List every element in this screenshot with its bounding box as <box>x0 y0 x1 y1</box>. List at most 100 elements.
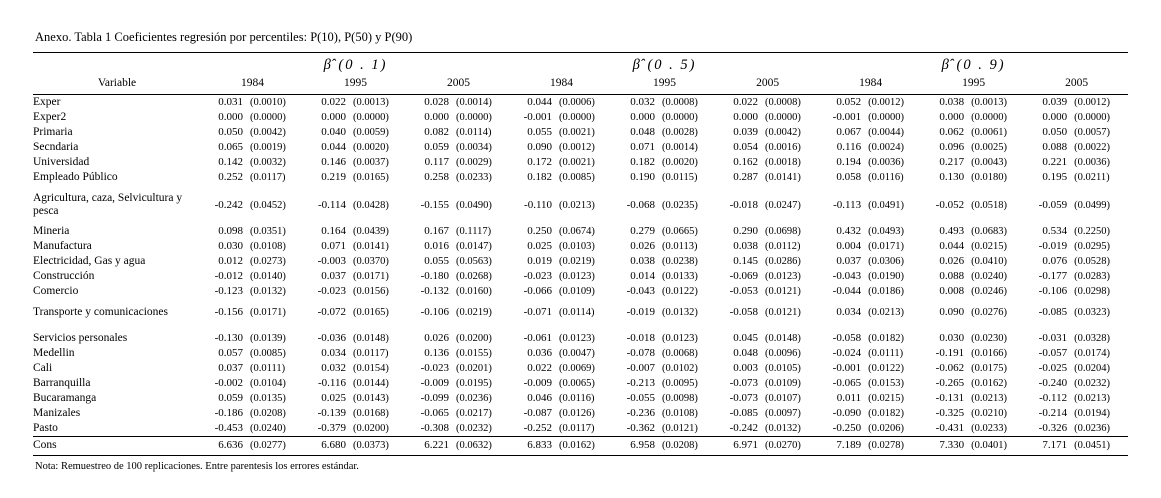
stderr-cell: (0.0013) <box>353 97 389 108</box>
year-header: 1995 <box>613 75 717 95</box>
stderr-cell: (0.0186) <box>868 286 904 297</box>
coefficient-cell: 0.221 <box>1042 156 1068 168</box>
stderr-cell: (0.0042) <box>250 127 286 138</box>
coefficient-cell: -0.062 <box>935 362 965 374</box>
stderr-cell: (0.0632) <box>449 436 511 456</box>
coefficient-cell: -0.023 <box>523 270 553 282</box>
stderr-cell: (0.0000) <box>456 112 492 123</box>
coefficient-cell: 0.036 <box>527 347 553 359</box>
stderr-cell: (0.0165) <box>353 307 389 318</box>
stderr-cell: (0.0029) <box>456 157 492 168</box>
coefficient-cell: -0.180 <box>420 270 449 282</box>
table-row: Primaria 0.050 (0.0042) 0.040 (0.0059) 0.082 (… <box>33 125 1128 140</box>
coefficient-cell: -0.073 <box>729 377 759 389</box>
stderr-cell: (0.0236) <box>1074 423 1110 434</box>
stderr-cell: (0.0098) <box>662 393 698 404</box>
stderr-cell: (0.0370) <box>353 256 389 267</box>
stderr-cell: (0.0401) <box>964 436 1026 456</box>
coefficient-cell: -0.058 <box>729 306 759 318</box>
stderr-cell: (0.0165) <box>353 172 389 183</box>
coefficient-cell: -0.071 <box>523 306 553 318</box>
stderr-cell: (0.0018) <box>765 157 801 168</box>
coefficient-cell: 0.058 <box>836 171 862 183</box>
coefficient-cell: 0.098 <box>218 225 243 237</box>
coefficient-cell: -0.007 <box>626 362 656 374</box>
stderr-cell: (0.0116) <box>868 172 904 183</box>
stderr-cell: (0.0175) <box>971 363 1007 374</box>
stderr-cell: (0.0491) <box>868 199 904 211</box>
coefficient-cell: 0.172 <box>527 156 553 168</box>
coefficient-cell: 0.030 <box>939 332 965 344</box>
stderr-cell: (0.0121) <box>765 307 801 318</box>
coefficient-cell: -0.112 <box>1039 392 1068 404</box>
coefficient-cell: -0.059 <box>1038 198 1068 211</box>
coefficient-cell: -0.018 <box>729 198 759 211</box>
stderr-cell: (0.0452) <box>250 199 286 211</box>
coefficient-cell: 0.059 <box>218 392 243 404</box>
stderr-cell: (0.0123) <box>559 333 595 344</box>
coefficient-cell: 0.088 <box>939 270 965 282</box>
stderr-cell: (0.0171) <box>250 307 286 318</box>
coefficient-cell: 0.071 <box>321 240 346 252</box>
stderr-cell: (0.0276) <box>971 307 1007 318</box>
stderr-cell: (0.0219) <box>456 307 492 318</box>
stderr-cell: (0.0113) <box>662 241 698 252</box>
percentile-group-header: β̂ (0 . 9) <box>819 52 1129 75</box>
stderr-cell: (0.0144) <box>353 378 389 389</box>
stderr-cell: (0.0240) <box>250 423 286 434</box>
coefficient-cell: 0.057 <box>218 347 243 359</box>
stderr-cell: (0.0200) <box>456 333 492 344</box>
stderr-cell: (0.0034) <box>456 142 492 153</box>
coefficient-cell: -0.252 <box>523 422 553 434</box>
stderr-cell: (0.0022) <box>1074 142 1110 153</box>
coefficient-cell: -0.236 <box>626 407 656 419</box>
stderr-cell: (0.0013) <box>971 97 1007 108</box>
stderr-cell: (0.0012) <box>559 142 595 153</box>
coefficient-cell: 0.076 <box>1042 255 1068 267</box>
stderr-cell: (0.0108) <box>662 408 698 419</box>
coefficient-cell: 0.030 <box>218 240 243 252</box>
stderr-cell: (0.0665) <box>662 226 698 237</box>
table-row: Exper 0.031 (0.0010) 0.022 (0.0013) 0.028 (0.0… <box>33 95 1128 111</box>
coefficient-cell: 0.067 <box>836 126 862 138</box>
coefficient-cell: -0.191 <box>935 347 965 359</box>
year-header: 1984 <box>819 75 923 95</box>
stderr-cell: (0.0105) <box>765 363 801 374</box>
coefficient-cell: -0.085 <box>729 407 759 419</box>
stderr-cell: (0.0061) <box>971 127 1007 138</box>
coefficient-cell: -0.057 <box>1038 347 1068 359</box>
stderr-cell: (0.0042) <box>765 127 801 138</box>
coefficient-cell: 0.252 <box>218 171 243 183</box>
coefficient-cell: 0.190 <box>630 171 656 183</box>
coefficient-cell: 0.034 <box>836 306 862 318</box>
coefficient-cell: 0.117 <box>424 156 449 168</box>
stderr-cell: (0.0162) <box>971 378 1007 389</box>
stderr-cell: (0.0043) <box>971 157 1007 168</box>
coefficient-cell: -0.265 <box>935 377 965 389</box>
coefficient-cell: 6.833 <box>510 436 553 456</box>
coefficient-cell: 0.062 <box>939 126 965 138</box>
stderr-cell: (0.0204) <box>1074 363 1110 374</box>
stderr-cell: (0.0351) <box>250 226 286 237</box>
stderr-cell: (0.0122) <box>868 363 904 374</box>
coefficient-cell: 0.088 <box>1042 141 1068 153</box>
stderr-cell: (0.0068) <box>662 348 698 359</box>
stderr-cell: (0.0123) <box>662 333 698 344</box>
table-row: Agricultura, caza, Selvicultura y pesca -… <box>33 185 1128 224</box>
table-row: Barranquilla -0.002 (0.0104) -0.116 (0.0144)… <box>33 376 1128 391</box>
coefficient-cell: 0.182 <box>630 156 656 168</box>
coefficient-cell: -0.085 <box>1038 306 1068 318</box>
stderr-cell: (0.0153) <box>868 378 904 389</box>
coefficient-cell: 0.026 <box>630 240 656 252</box>
stderr-cell: (0.0126) <box>559 408 595 419</box>
coefficient-cell: 0.045 <box>733 332 759 344</box>
stderr-cell: (0.0373) <box>346 436 407 456</box>
coefficient-cell: 0.090 <box>527 141 553 153</box>
coefficient-cell: 0.050 <box>1042 126 1068 138</box>
coefficient-cell: 0.004 <box>836 240 862 252</box>
stderr-cell: (0.0102) <box>662 363 698 374</box>
coefficient-cell: -0.025 <box>1038 362 1068 374</box>
stderr-cell: (0.0155) <box>456 348 492 359</box>
variable-label: Cali <box>33 362 53 374</box>
variable-label: Transporte y comunicaciones <box>33 306 168 318</box>
